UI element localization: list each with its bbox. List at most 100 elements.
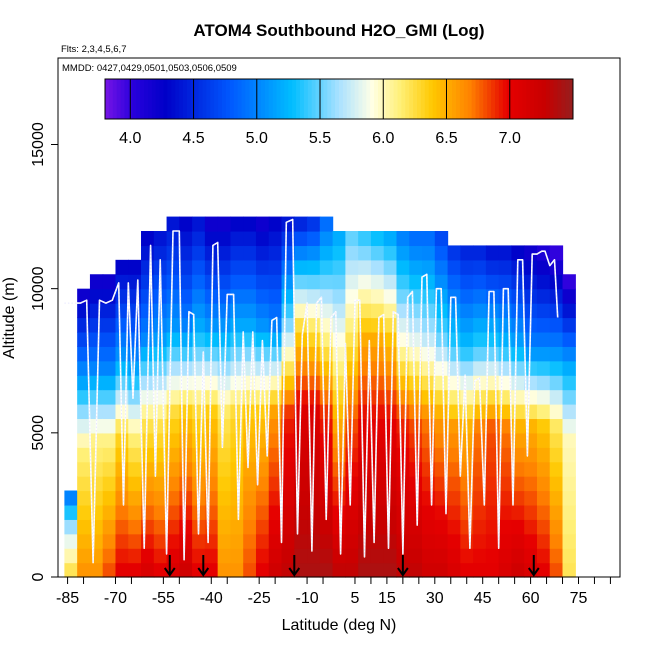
curtain-cell [562, 447, 576, 463]
curtain-cell [536, 432, 551, 448]
profile-arrow-head [527, 567, 540, 577]
curtain-cell [524, 519, 538, 535]
curtain-cell [77, 404, 91, 420]
y-axis-label: Altitude (m) [1, 277, 18, 359]
curtain-cell [102, 490, 117, 506]
curtain-cell [549, 317, 564, 333]
curtain-cell [409, 288, 423, 304]
curtain-cell [268, 375, 283, 391]
curtain-cell [434, 519, 449, 535]
curtain-cell [536, 288, 551, 304]
curtain-cell [294, 533, 308, 549]
curtain-cell [358, 245, 372, 261]
colorbar-cell [253, 79, 258, 119]
curtain-cell [307, 504, 321, 520]
curtain-cell [485, 447, 500, 463]
curtain-cell [141, 231, 155, 247]
curtain-cell [447, 490, 461, 506]
curtain-cell [422, 548, 436, 564]
colorbar-cell [132, 79, 137, 119]
curtain-cell [447, 274, 461, 290]
colorbar-cell [257, 79, 262, 119]
curtain-cell [217, 432, 232, 448]
curtain-cell [422, 533, 436, 549]
curtain-cell [536, 418, 551, 434]
curtain-cell [89, 346, 104, 362]
curtain-cell [434, 245, 449, 261]
curtain-cell [498, 303, 513, 319]
curtain-cell [396, 274, 410, 290]
colorbar-cell [300, 79, 305, 119]
curtain-cell [422, 231, 436, 247]
curtain-cell [422, 418, 436, 434]
colorbar-tick-label: 4.0 [119, 130, 141, 147]
curtain-cell [383, 504, 398, 520]
curtain-cell [345, 548, 359, 564]
colorbar-cell [569, 79, 574, 119]
curtain-cell [281, 389, 295, 405]
curtain-cell [370, 259, 385, 275]
colorbar-cell [534, 79, 539, 119]
profile-arrow-head [163, 567, 176, 577]
curtain-cell [204, 389, 219, 405]
colorbar-cell [339, 79, 344, 119]
curtain-cell [485, 476, 500, 492]
curtain-cell [115, 389, 129, 405]
curtain-cell [536, 331, 551, 347]
curtain-cell [243, 548, 257, 564]
curtain-cell [473, 519, 487, 535]
curtain-cell [281, 519, 295, 535]
curtain-cell [307, 375, 321, 391]
x-tick-label: -70 [104, 590, 127, 607]
curtain-cell [498, 548, 513, 564]
curtain-cell [243, 274, 257, 290]
curtain-cell [230, 245, 244, 261]
colorbar-cell [428, 79, 434, 119]
colorbar-cell [233, 79, 239, 119]
curtain-cell [255, 533, 270, 549]
colorbar-cell [366, 79, 371, 119]
curtain-cell [166, 274, 180, 290]
curtain-cell [498, 259, 513, 275]
curtain-cell [192, 461, 206, 477]
curtain-cell [166, 447, 180, 463]
curtain-cell [115, 331, 129, 347]
curtain-cell [562, 346, 576, 362]
curtain-cell [460, 360, 474, 376]
curtain-cell [102, 375, 117, 391]
curtain-cell [460, 245, 474, 261]
colorbar-cell [288, 79, 293, 119]
curtain-cell [345, 504, 359, 520]
curtain-cell [243, 259, 257, 275]
curtain-cell [89, 490, 104, 506]
curtain-cell [166, 216, 180, 232]
curtain-cell [294, 346, 308, 362]
colorbar-cell [463, 79, 469, 119]
curtain-cell [255, 317, 270, 333]
curtain-cell [243, 216, 257, 232]
colorbar-cell [210, 79, 215, 119]
curtain-cell [345, 533, 359, 549]
curtain-cell [294, 216, 308, 232]
curtain-cell [447, 548, 461, 564]
curtain-cell [166, 317, 180, 333]
curtain-cell [204, 432, 219, 448]
curtain-cell [485, 245, 500, 261]
curtain-cell [370, 548, 385, 564]
curtain-cell [319, 303, 334, 319]
curtain-cell [153, 245, 168, 261]
curtain-cell [422, 476, 436, 492]
curtain-cell [319, 404, 334, 420]
curtain-cell [345, 461, 359, 477]
y-tick-label: 5000 [30, 415, 47, 451]
colorbar-cell [537, 79, 543, 119]
curtain-cell [434, 346, 449, 362]
curtain-cell [409, 231, 423, 247]
curtain-cell [358, 447, 372, 463]
curtain-cell [549, 476, 564, 492]
colorbar-cell [510, 79, 515, 119]
curtain-cell [204, 562, 219, 578]
curtain-cell [166, 288, 180, 304]
curtain-cell [498, 274, 513, 290]
curtain-cell [511, 346, 525, 362]
